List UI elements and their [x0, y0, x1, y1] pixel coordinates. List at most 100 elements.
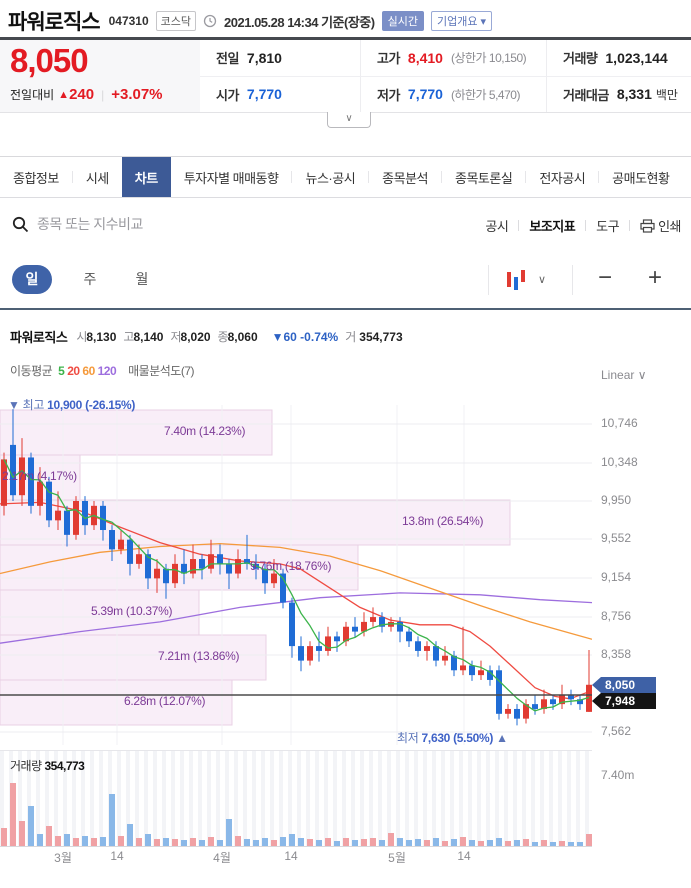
volume-bar [109, 794, 115, 846]
tab-차트[interactable]: 차트 [121, 157, 171, 197]
volume-bar [370, 838, 376, 846]
tab-종목분석[interactable]: 종목분석 [382, 170, 428, 186]
candle-body [109, 530, 115, 550]
volume-axis-label: 7.40m [601, 768, 635, 782]
toolbar-link-도구[interactable]: 도구 [596, 219, 620, 234]
volume-label: 거래량 354,773 [10, 759, 85, 773]
chevron-down-icon[interactable]: ∨ [538, 274, 547, 286]
candle-body [271, 573, 277, 584]
tab-종목토론실[interactable]: 종목토론실 [455, 170, 513, 186]
tab-뉴스·공시[interactable]: 뉴스·공시 [305, 170, 356, 186]
volume-bar [163, 838, 169, 846]
realtime-badge[interactable]: 실시간 [381, 11, 424, 31]
company-overview-button[interactable]: 기업개요 ▾ [430, 11, 493, 31]
zoom-out-button[interactable]: − [598, 264, 613, 291]
divider [598, 171, 600, 183]
volume-bar [226, 819, 232, 846]
zoom-in-button[interactable]: + [648, 264, 663, 291]
period-row: 일 주 월 ∨ − + [0, 252, 691, 310]
tab-전자공시[interactable]: 전자공시 [539, 170, 586, 186]
ma-period-5[interactable]: 5 [58, 363, 65, 378]
candle-body [28, 457, 34, 506]
price-chart: 7.40m (14.23%) 2.17m (4.17%) 13.8m (26.54%… [0, 395, 691, 745]
toolbar-link-공시[interactable]: 공시 [485, 219, 509, 234]
volume-bar [280, 837, 286, 846]
period-week[interactable]: 주 [83, 271, 97, 287]
volume-bar [361, 839, 367, 846]
candle-body [523, 704, 529, 719]
candle-body [379, 617, 385, 627]
period-day[interactable]: 일 [12, 265, 52, 294]
candle-body [532, 704, 538, 709]
section-divider [0, 37, 691, 40]
quote-cell-시가: 시가 7,770 [216, 86, 282, 103]
ma-line [0, 592, 592, 644]
candle-body [64, 510, 70, 535]
volume-profile-value: 2.17m (4.17%) [2, 469, 77, 483]
volume-bar [334, 841, 340, 846]
symbol-search[interactable]: 종목 또는 지수비교 [12, 214, 143, 234]
volume-profile-value: 7.21m (13.86%) [158, 649, 240, 663]
candle-body [424, 646, 430, 651]
clock-icon [203, 14, 217, 28]
tab-종합정보[interactable]: 종합정보 [13, 170, 59, 186]
volume-bar [505, 841, 511, 846]
ma5-line [3, 459, 590, 712]
ma-label: 이동평균 [10, 364, 53, 378]
ma-period-20[interactable]: 20 [67, 363, 80, 378]
volume-bar [523, 839, 529, 846]
volume-bar [559, 841, 565, 846]
volume-bar [100, 837, 106, 846]
volume-bar [262, 838, 268, 846]
candle-body [541, 699, 547, 709]
volume-bar [172, 839, 178, 846]
candle-body [469, 665, 475, 676]
crosshair-price-badge: 7,948 [592, 693, 656, 709]
divider [441, 171, 442, 183]
chevron-down-icon: ▾ [480, 16, 487, 28]
volume-profile-value: 6.28m (12.07%) [124, 694, 206, 708]
volume-bar [19, 821, 25, 846]
collapse-summary-button[interactable]: ∨ [327, 112, 371, 128]
scale-selector[interactable]: Linear ∨ [601, 368, 647, 382]
candle-body [460, 665, 466, 671]
tab-시세[interactable]: 시세 [85, 170, 109, 186]
ma-period-120[interactable]: 120 [97, 363, 117, 378]
price-axis-tick: 7,562 [601, 724, 632, 738]
tab-투자자별 매매동향[interactable]: 투자자별 매매동향 [183, 170, 279, 186]
volume-bar [181, 840, 187, 846]
tab-공매도현황[interactable]: 공매도현황 [612, 170, 670, 186]
quote-cell-고가: 고가 8,410 (상한가 10,150) [360, 40, 546, 77]
candle-body [172, 563, 178, 584]
volume-bar [37, 834, 43, 846]
toolbar-link-보조지표[interactable]: 보조지표 [529, 219, 576, 234]
volume-bar [28, 806, 34, 846]
chart-legend-row: 이동평균 5 20 60 120 매물분석도(7) [10, 362, 195, 379]
candle-body [361, 621, 367, 632]
candlestick-canvas[interactable] [0, 395, 592, 745]
divider [585, 220, 587, 231]
candle-body [568, 694, 574, 700]
volume-bar [451, 839, 457, 846]
volume-bar [145, 834, 151, 846]
x-axis-tick: 14 [457, 849, 471, 863]
volume-bar [55, 836, 61, 846]
period-month[interactable]: 월 [135, 271, 149, 287]
candle-body [352, 626, 358, 632]
print-button[interactable]: 인쇄 [640, 216, 681, 235]
volume-bar [442, 841, 448, 846]
volume-bar [127, 824, 133, 846]
quote-table: 전일 7,810 고가 8,410 (상한가 10,150) 거래량 1,023,144 시가… [200, 40, 691, 112]
ma-period-60[interactable]: 60 [82, 363, 95, 378]
quote-cell-거래대금: 거래대금 8,331 백만 [546, 76, 691, 112]
volume-bar [496, 838, 502, 846]
volume-bar [199, 840, 205, 846]
volume-canvas[interactable] [0, 751, 592, 846]
volume-bar [82, 836, 88, 846]
low-price-marker: 최저 7,630 (5.50%) ▲ [397, 731, 508, 745]
volume-bar [541, 840, 547, 846]
chart-type-icon[interactable] [506, 269, 526, 296]
up-arrow-icon: ▲ [58, 88, 70, 101]
price-axis-tick: 10,348 [601, 455, 638, 469]
price-axis-tick: 10,746 [601, 416, 638, 430]
